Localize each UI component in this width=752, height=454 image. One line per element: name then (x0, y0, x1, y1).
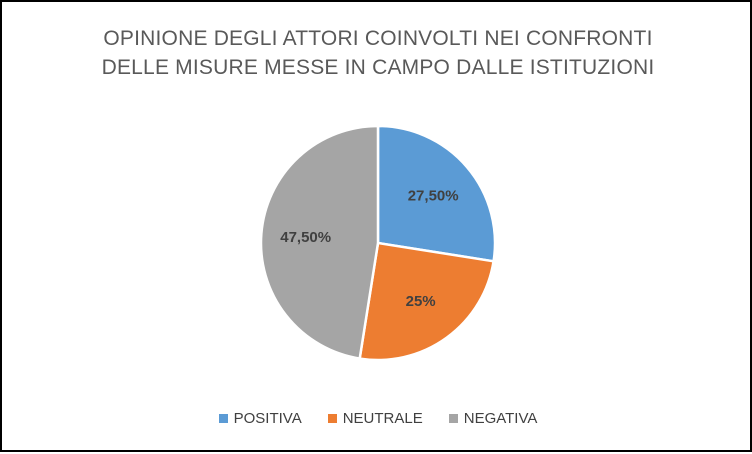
chart-legend: POSITIVA NEUTRALE NEGATIVA (2, 410, 752, 427)
legend-label-positiva: POSITIVA (233, 410, 302, 427)
data-label-negativa: 47,50% (280, 229, 331, 246)
legend-label-neutrale: NEUTRALE (342, 410, 423, 427)
legend-item-neutrale: NEUTRALE (327, 410, 423, 427)
legend-item-negativa: NEGATIVA (448, 410, 538, 427)
legend-item-positiva: POSITIVA (218, 410, 302, 427)
legend-swatch-negativa (448, 414, 458, 423)
legend-label-negativa: NEGATIVA (463, 410, 538, 427)
legend-swatch-neutrale (327, 414, 337, 423)
chart-title-line-2: DELLE MISURE MESSE IN CAMPO DALLE ISTITU… (101, 56, 655, 79)
data-label-neutrale: 25% (406, 293, 436, 310)
pie-slice-negativa (259, 124, 380, 360)
chart-title: OPINIONE DEGLI ATTORI COINVOLTI NEI CONF… (2, 24, 752, 82)
legend-swatch-positiva (218, 414, 228, 423)
pie-slice-positiva (376, 124, 497, 263)
chart-title-line-1: OPINIONE DEGLI ATTORI COINVOLTI NEI CONF… (103, 27, 653, 50)
data-label-positiva: 27,50% (408, 187, 459, 204)
pie-slice-neutrale (358, 241, 495, 362)
